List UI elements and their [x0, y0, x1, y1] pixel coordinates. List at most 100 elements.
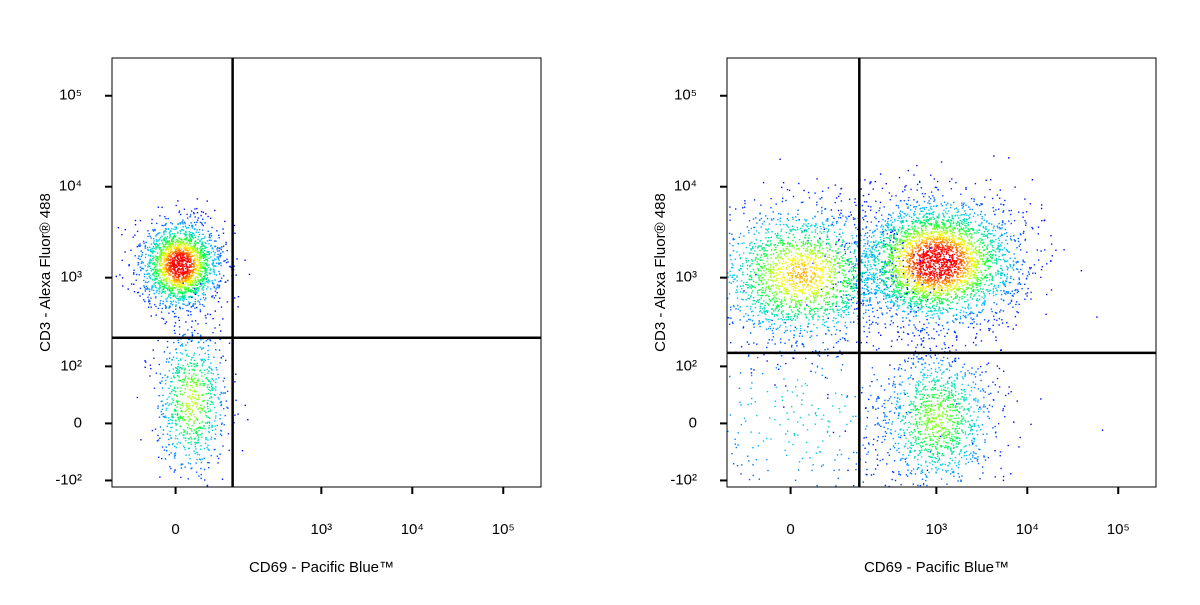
- event-dot: [879, 246, 880, 247]
- event-dot: [178, 360, 179, 361]
- event-dot: [180, 443, 181, 444]
- event-dot: [207, 200, 208, 201]
- event-dot: [194, 442, 195, 443]
- event-dot: [951, 239, 952, 240]
- event-dot: [174, 295, 175, 296]
- event-dot: [192, 235, 193, 236]
- event-dot: [964, 221, 965, 222]
- event-dot: [915, 231, 916, 232]
- event-dot: [1007, 269, 1008, 270]
- event-dot: [980, 280, 981, 281]
- event-dot: [218, 256, 219, 257]
- event-dot: [151, 307, 152, 308]
- event-dot: [172, 359, 173, 360]
- event-dot: [1026, 211, 1027, 212]
- event-dot: [202, 421, 203, 422]
- event-dot: [936, 306, 937, 307]
- event-dot: [159, 252, 160, 253]
- event-dot: [930, 299, 931, 300]
- event-dot: [184, 297, 185, 298]
- event-dot: [896, 261, 897, 262]
- event-dot: [226, 259, 227, 260]
- event-dot: [179, 299, 180, 300]
- event-dot: [202, 281, 203, 282]
- event-dot: [909, 283, 910, 284]
- event-dot: [204, 285, 205, 286]
- event-dot: [204, 282, 205, 283]
- event-dot: [191, 239, 192, 240]
- event-dot: [180, 270, 181, 271]
- event-dot: [898, 291, 899, 292]
- x-axis-label: CD69 - Pacific Blue™: [249, 559, 394, 576]
- event-dot: [967, 307, 968, 308]
- event-dot: [875, 181, 876, 182]
- event-dot: [237, 413, 238, 414]
- event-dot: [954, 239, 955, 240]
- event-dot: [176, 304, 177, 305]
- event-dot: [967, 273, 968, 274]
- event-dot: [210, 268, 211, 269]
- event-dot: [203, 425, 204, 426]
- event-dot: [195, 245, 196, 246]
- event-dot: [209, 427, 210, 428]
- event-dot: [159, 263, 160, 264]
- event-dot: [975, 257, 976, 258]
- event-dot: [156, 278, 157, 279]
- event-dot: [202, 242, 203, 243]
- event-dot: [182, 223, 183, 224]
- event-dot: [937, 302, 938, 303]
- event-dot: [194, 378, 195, 379]
- event-dot: [893, 267, 894, 268]
- event-dot: [936, 224, 937, 225]
- event-dot: [166, 252, 167, 253]
- event-dot: [175, 272, 176, 273]
- event-dot: [145, 248, 146, 249]
- event-dot: [896, 240, 897, 241]
- event-dot: [935, 308, 936, 309]
- event-dot: [183, 293, 184, 294]
- event-dot: [215, 417, 216, 418]
- event-dot: [177, 262, 178, 263]
- x-tick-label: 0: [171, 521, 179, 538]
- event-dot: [161, 411, 162, 412]
- event-dot: [147, 263, 148, 264]
- event-dot: [206, 416, 207, 417]
- event-dot: [145, 242, 146, 243]
- event-dot: [195, 273, 196, 274]
- event-dot: [879, 301, 880, 302]
- event-dot: [934, 257, 935, 258]
- event-dot: [925, 193, 926, 194]
- event-dot: [1046, 263, 1047, 264]
- event-dot: [197, 363, 198, 364]
- event-dot: [939, 290, 940, 291]
- event-dot: [936, 238, 937, 239]
- event-dot: [961, 237, 962, 238]
- event-dot: [186, 278, 187, 279]
- event-dot: [205, 298, 206, 299]
- event-dot: [928, 292, 929, 293]
- event-dot: [953, 244, 954, 245]
- event-dot: [176, 273, 177, 274]
- event-dot: [184, 271, 185, 272]
- event-dot: [989, 330, 990, 331]
- event-dot: [214, 407, 215, 408]
- event-dot: [176, 298, 177, 299]
- event-dot: [952, 266, 953, 267]
- event-dot: [214, 297, 215, 298]
- event-dot: [167, 259, 168, 260]
- event-dot: [946, 251, 947, 252]
- event-dot: [154, 264, 155, 265]
- event-dot: [895, 195, 896, 196]
- event-dot: [197, 266, 198, 267]
- event-dot: [871, 283, 872, 284]
- event-dot: [196, 428, 197, 429]
- event-dot: [978, 225, 979, 226]
- event-dot: [194, 258, 195, 259]
- event-dot: [205, 323, 206, 324]
- event-dot: [200, 299, 201, 300]
- event-dot: [882, 292, 883, 293]
- event-dot: [210, 381, 211, 382]
- event-dot: [223, 408, 224, 409]
- event-dot: [153, 246, 154, 247]
- event-dot: [877, 277, 878, 278]
